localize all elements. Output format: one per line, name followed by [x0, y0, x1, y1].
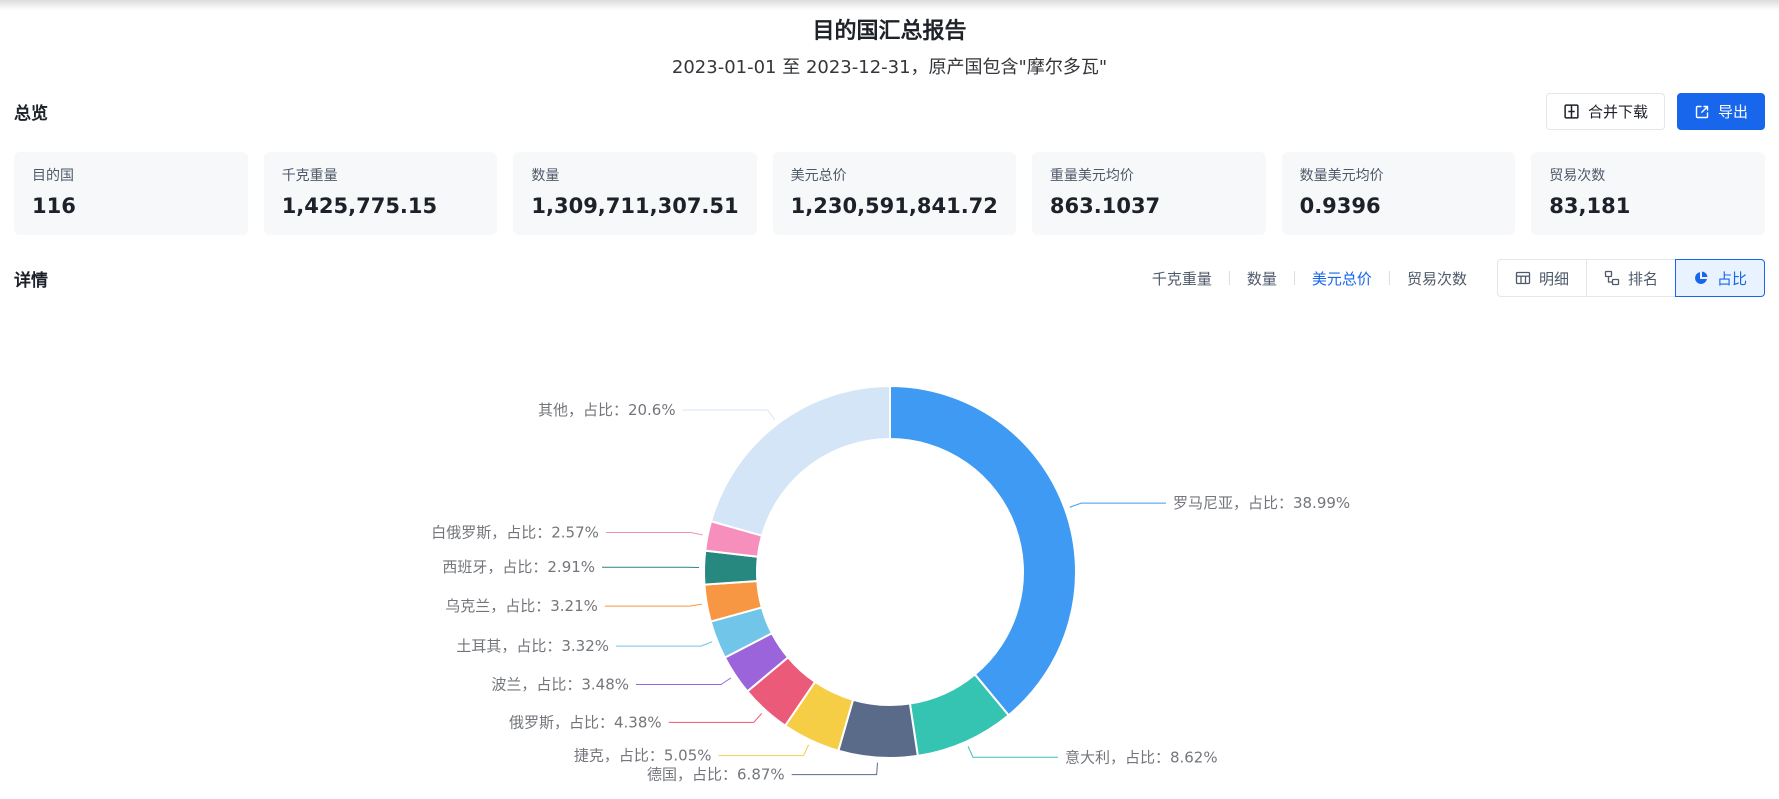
stat-card: 重量美元均价 863.1037 [1031, 152, 1266, 235]
donut-chart-svg: 罗马尼亚，占比：38.99% 意大利，占比：8.62% 德国，占比：6.87%捷克，… [431, 384, 1350, 784]
slice-label: 罗马尼亚，占比：38.99% [1173, 494, 1350, 512]
view-button-table[interactable]: 明细 [1496, 259, 1587, 297]
slice-label: 捷克，占比：5.05% [574, 747, 712, 765]
stat-card-label: 数量美元均价 [1299, 168, 1384, 184]
metric-tabs: 千克重量 数量 美元总价 贸易次数 [1152, 268, 1467, 289]
stat-card: 数量美元均价 0.9396 [1281, 152, 1516, 235]
table-icon [1515, 270, 1531, 286]
stat-card: 千克重量 1,425,775.15 [263, 152, 498, 235]
view-button-label: 明细 [1538, 269, 1569, 288]
slice-label: 土耳其，占比：3.32% [456, 637, 609, 655]
merge-download-button[interactable]: 合并下载 [1545, 93, 1665, 130]
donut-chart: 罗马尼亚，占比：38.99% 意大利，占比：8.62% 德国，占比：6.87% 捷克，… [0, 299, 1779, 790]
stat-card-label: 美元总价 [790, 168, 847, 184]
metric-tab[interactable]: 数量 [1246, 269, 1277, 288]
slice-leader-line [668, 713, 763, 723]
slice-leader-line [1069, 502, 1166, 508]
top-fade [0, 0, 1779, 10]
slice-label: 乌克兰，占比：3.21% [445, 597, 598, 615]
export-label: 导出 [1717, 103, 1748, 121]
stat-card-value: 1,230,591,841.72 [790, 194, 998, 218]
stat-card: 美元总价 1,230,591,841.72 [772, 152, 1016, 235]
view-button-rank[interactable]: 排名 [1585, 259, 1676, 297]
slice-label: 其他，占比：20.6% [538, 401, 676, 419]
export-icon [1694, 104, 1710, 120]
page-title: 目的国汇总报告 [812, 19, 967, 44]
view-button-group: 明细 排名 占比 [1496, 259, 1765, 297]
view-button-label: 排名 [1627, 269, 1658, 288]
slice-leader-line [636, 677, 732, 686]
stat-card-value: 1,309,711,307.51 [531, 194, 739, 218]
stat-card-label: 数量 [531, 168, 560, 184]
stat-card-label: 贸易次数 [1549, 168, 1606, 184]
tab-separator [1388, 271, 1390, 285]
view-button-label: 占比 [1716, 269, 1747, 288]
slice-label: 波兰，占比：3.48% [491, 676, 629, 694]
stat-card-value: 0.9396 [1299, 194, 1381, 218]
slice-label: 西班牙，占比：2.91% [442, 558, 595, 576]
slice-leader-line [791, 762, 878, 776]
merge-download-label: 合并下载 [1587, 103, 1648, 121]
stat-card-value: 1,425,775.15 [281, 194, 438, 218]
slice-leader-line [718, 744, 810, 757]
stat-cards: 目的国 116 千克重量 1,425,775.15 数量 1,309,711,307.51… [0, 152, 1779, 235]
slice-leader-line [682, 409, 776, 420]
stat-card: 数量 1,309,711,307.51 [513, 152, 757, 235]
report-header: 目的国汇总报告 2023-01-01 至 2023-12-31，原产国包含"摩尔… [0, 10, 1779, 81]
stat-card-value: 863.1037 [1049, 194, 1161, 218]
pie-slice[interactable] [709, 384, 891, 537]
slice-label: 白俄罗斯，占比：2.57% [431, 524, 599, 542]
slice-leader-line [605, 532, 703, 536]
rank-icon [1604, 270, 1620, 286]
metric-tab[interactable]: 贸易次数 [1406, 269, 1467, 288]
stat-card-value: 116 [32, 194, 76, 218]
slice-label: 俄罗斯，占比：4.38% [509, 713, 662, 731]
overview-heading: 总览 [14, 104, 48, 124]
metric-tab[interactable]: 千克重量 [1151, 269, 1212, 288]
metric-tab[interactable]: 美元总价 [1311, 269, 1372, 288]
pie-slice[interactable] [889, 384, 1077, 717]
slice-leader-line [616, 641, 713, 647]
page-subtitle: 2023-01-01 至 2023-12-31，原产国包含"摩尔多瓦" [671, 57, 1108, 78]
slice-leader-line [604, 603, 702, 607]
details-heading: 详情 [14, 270, 48, 291]
slice-label: 德国，占比：6.87% [647, 766, 785, 784]
stat-card-label: 重量美元均价 [1049, 168, 1134, 184]
pie-icon [1693, 270, 1709, 286]
stat-card: 目的国 116 [14, 152, 248, 235]
stat-card: 贸易次数 83,181 [1531, 152, 1765, 235]
merge-icon [1563, 103, 1580, 120]
view-button-pie[interactable]: 占比 [1674, 259, 1765, 297]
stat-card-label: 目的国 [32, 168, 74, 184]
stat-card-label: 千克重量 [281, 168, 338, 184]
stat-card-value: 83,181 [1549, 194, 1631, 218]
tab-separator [1293, 271, 1295, 285]
tab-separator [1228, 271, 1230, 285]
slice-label: 意大利，占比：8.62% [1065, 748, 1218, 766]
export-button[interactable]: 导出 [1676, 93, 1765, 130]
slice-leader-line [967, 746, 1058, 758]
